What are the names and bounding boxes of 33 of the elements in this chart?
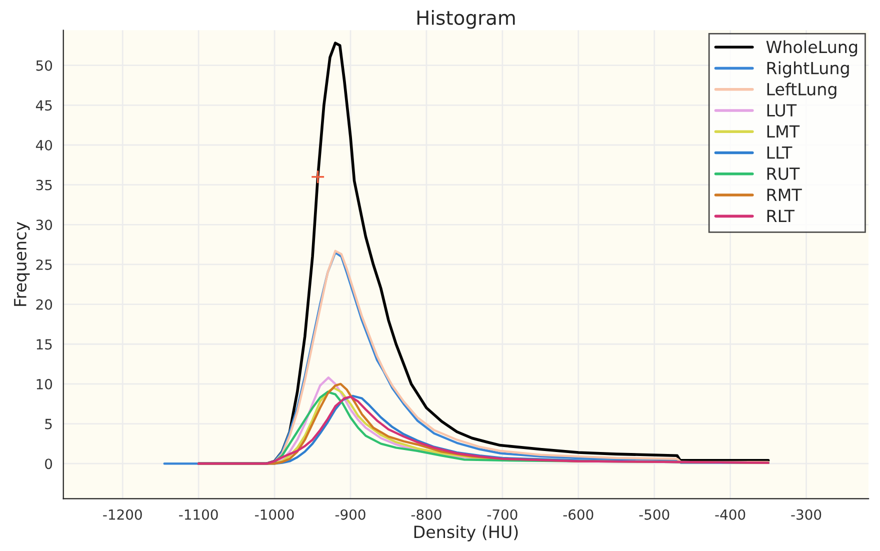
legend-label: RLT xyxy=(767,210,795,222)
x-axis-title: Density (HU) xyxy=(414,525,518,542)
y-tick-label: 50 xyxy=(36,60,52,71)
legend-label: RMT xyxy=(767,188,802,201)
x-tick-label: -900 xyxy=(335,509,366,520)
y-tick-label: 25 xyxy=(36,259,52,270)
x-tick-label: -400 xyxy=(715,509,746,520)
legend-label: RUT xyxy=(767,168,800,180)
y-axis-title: Frequency xyxy=(14,222,30,306)
legend-label: LUT xyxy=(767,104,797,117)
y-tick-label: 0 xyxy=(45,458,52,470)
x-tick-label: -500 xyxy=(639,509,670,520)
chart-title: Histogram xyxy=(417,10,515,29)
y-tick-label: 15 xyxy=(36,339,52,350)
x-tick-label: -1200 xyxy=(103,509,142,520)
legend-label: RightLung xyxy=(767,61,849,78)
legend-label: WholeLung xyxy=(766,40,858,56)
legend-label: LeftLung xyxy=(767,82,836,99)
x-tick-label: -1000 xyxy=(255,509,294,520)
x-tick-label: -800 xyxy=(411,509,442,520)
y-tick-label: 40 xyxy=(36,140,52,150)
x-tick-label: -600 xyxy=(563,509,594,520)
x-tick-label: -700 xyxy=(487,509,518,520)
legend-label: LMT xyxy=(767,125,800,138)
y-tick-label: 45 xyxy=(36,100,52,111)
y-tick-label: 20 xyxy=(36,299,52,310)
legend-label: LLT xyxy=(767,146,792,159)
x-tick-label: -1100 xyxy=(179,509,218,520)
y-tick-label: 10 xyxy=(36,378,52,390)
y-tick-label: 30 xyxy=(36,220,52,230)
x-tick-label: -300 xyxy=(791,509,822,520)
y-tick-label: 35 xyxy=(36,180,52,190)
y-tick-label: 5 xyxy=(45,418,52,430)
